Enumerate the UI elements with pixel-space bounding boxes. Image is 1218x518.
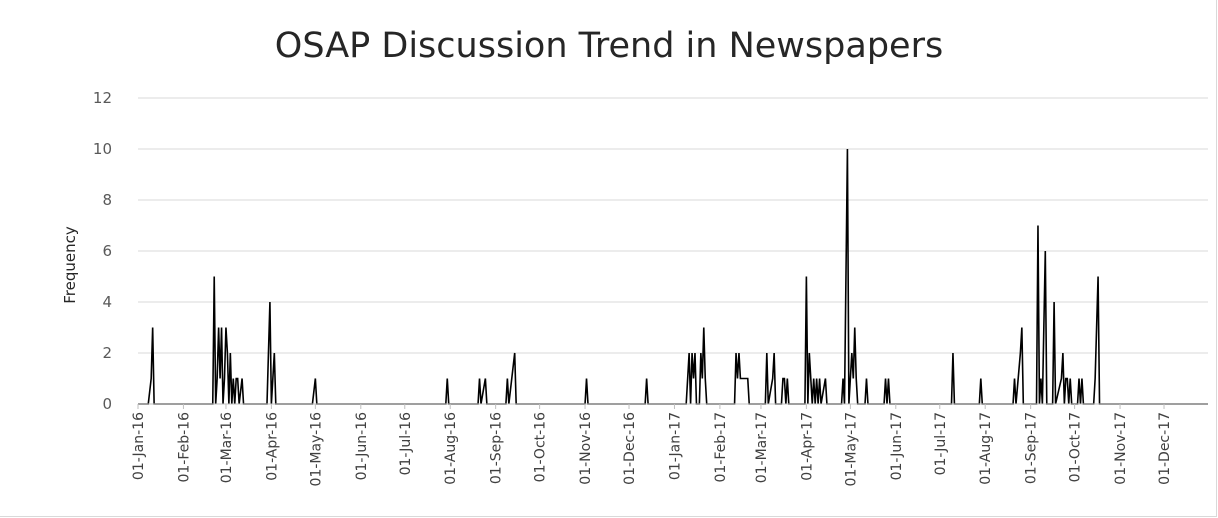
x-tick-label: 01-Feb-17 — [713, 412, 729, 483]
chart-title: OSAP Discussion Trend in Newspapers — [274, 26, 944, 66]
x-tick-label: 01-Dec-16 — [622, 412, 638, 485]
x-tick-label: 01-Jan-16 — [131, 412, 147, 480]
y-tick-label: 2 — [102, 344, 112, 362]
y-axis-label: Frequency — [61, 226, 79, 304]
x-tick-label: 01-Nov-16 — [578, 412, 594, 485]
x-tick-label: 01-Jan-17 — [667, 412, 683, 480]
y-tick-label: 10 — [93, 140, 112, 158]
x-tick-label: 01-Oct-16 — [533, 412, 549, 482]
x-tick-label: 01-Apr-16 — [264, 412, 280, 481]
y-tick-label: 6 — [102, 242, 112, 260]
x-tick-label: 01-Mar-16 — [219, 412, 235, 483]
x-tick-label: 01-Jun-16 — [354, 412, 370, 480]
x-tick-label: 01-Dec-17 — [1157, 412, 1173, 485]
x-tick-label: 01-May-17 — [843, 412, 859, 486]
x-tick-label: 01-Jun-17 — [889, 412, 905, 480]
x-tick-label: 01-Sep-16 — [489, 412, 505, 484]
y-tick-label: 12 — [93, 89, 112, 107]
x-tick-label: 01-Jul-17 — [933, 412, 949, 475]
x-tick-label: 01-Aug-16 — [443, 412, 459, 485]
y-tick-label: 8 — [102, 191, 112, 209]
x-tick-label: 01-Oct-17 — [1068, 412, 1084, 482]
x-tick-label: 01-May-16 — [308, 412, 324, 487]
series-line — [138, 148, 1208, 405]
x-tick-label: 01-Aug-17 — [978, 412, 994, 485]
x-tick-label: 01-Mar-17 — [754, 412, 770, 483]
x-tick-label: 01-Nov-17 — [1113, 412, 1129, 485]
y-tick-label: 0 — [102, 395, 112, 413]
x-tick-label: 01-Apr-17 — [799, 412, 815, 481]
x-tick-label: 01-Sep-17 — [1024, 412, 1040, 484]
y-tick-label: 4 — [102, 293, 112, 311]
x-tick-label: 01-Jul-16 — [398, 412, 414, 475]
x-tick-label: 01-Feb-16 — [176, 412, 192, 483]
